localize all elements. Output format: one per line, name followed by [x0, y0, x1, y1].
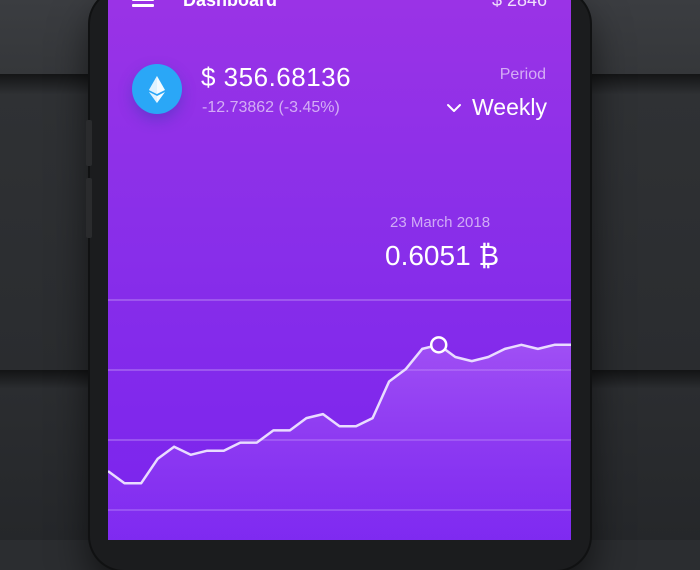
ethereum-glyph [149, 76, 165, 103]
tooltip-date: 23 March 2018 [390, 214, 491, 231]
ethereum-icon [132, 64, 182, 114]
chart-highlight-point[interactable] [429, 336, 448, 354]
phone-volume-button [86, 120, 92, 166]
chevron-down-icon [447, 103, 461, 112]
period-label: Period [499, 66, 546, 83]
coin-price: $ 356.68136 [201, 62, 352, 92]
page-title: Dashboard [183, 0, 278, 10]
chart-area [108, 344, 571, 540]
total-balance: $ 2846 [491, 0, 547, 10]
period-value: Weekly [472, 94, 547, 120]
period-dropdown[interactable]: Weekly [446, 94, 547, 121]
top-bar: Dashboard $ 2846 [108, 0, 571, 16]
menu-icon[interactable] [132, 0, 154, 7]
tooltip-value: 0.6051 ₿ [385, 240, 500, 271]
coin-price-change: -12.73862 (-3.45%) [202, 99, 340, 116]
phone-volume-button [86, 178, 92, 238]
price-chart[interactable] [108, 290, 571, 540]
chart-line [108, 343, 571, 485]
app-screen: Dashboard $ 2846 $ 356.68136 -12.73862 (… [108, 0, 571, 540]
